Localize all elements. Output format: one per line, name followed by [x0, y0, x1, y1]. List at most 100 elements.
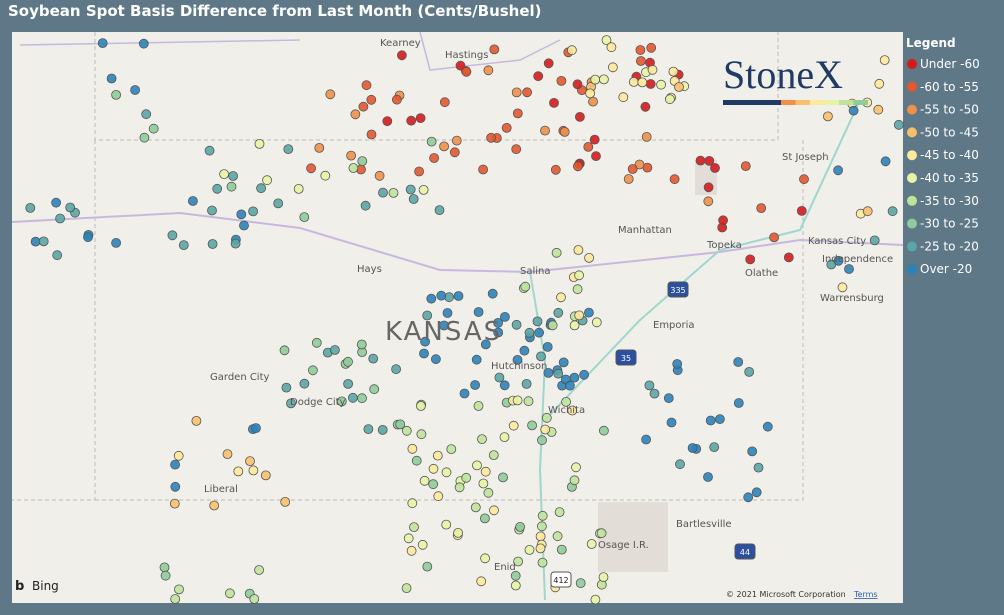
site-marker [280, 496, 291, 507]
terms-link[interactable]: Terms [853, 590, 878, 599]
place-label: Garden City [210, 372, 270, 383]
site-marker [762, 421, 773, 432]
site-marker [357, 393, 367, 404]
site-marker [552, 531, 563, 542]
site-marker [148, 123, 159, 134]
site-marker [418, 184, 429, 195]
site-marker [415, 401, 426, 411]
logo-stripe [781, 100, 796, 105]
site-marker [449, 147, 460, 158]
copyright: © 2021 Microsoft Corporation [726, 590, 846, 599]
site-marker [887, 206, 898, 217]
site-marker [306, 163, 317, 174]
site-marker [537, 510, 548, 521]
site-marker [744, 366, 755, 377]
site-marker [574, 310, 585, 321]
site-marker [733, 398, 744, 408]
place-label: Hutchinson [491, 361, 547, 372]
site-marker [511, 87, 522, 98]
site-marker [547, 320, 558, 331]
site-marker [524, 327, 535, 338]
site-marker [527, 420, 537, 431]
site-marker [419, 348, 429, 359]
site-marker [307, 365, 318, 376]
site-marker [837, 282, 848, 293]
site-marker [862, 206, 873, 217]
site-marker [222, 449, 233, 460]
state-label: KANSAS [385, 317, 502, 347]
site-marker [584, 252, 594, 263]
route-shield [550, 571, 572, 588]
site-marker [489, 44, 500, 55]
reservation [598, 502, 668, 572]
site-marker [169, 498, 180, 509]
site-marker [553, 368, 564, 379]
sites [25, 35, 904, 605]
site-marker [25, 202, 36, 213]
site-marker [590, 74, 601, 85]
site-marker [574, 270, 584, 281]
route-number: 335 [670, 286, 685, 295]
site-marker [553, 307, 564, 318]
site-marker [65, 202, 76, 213]
site-marker [245, 456, 255, 467]
site-marker [554, 507, 565, 517]
map-background [12, 32, 903, 603]
site-marker [601, 35, 612, 45]
site-marker [51, 197, 61, 208]
site-marker [769, 232, 779, 243]
site-marker [579, 369, 589, 380]
place-label: Dodge City [290, 397, 346, 408]
site-marker [833, 255, 844, 266]
route-number: 412 [553, 576, 568, 585]
site-marker [480, 339, 491, 350]
site-marker [55, 213, 65, 224]
site-marker [207, 205, 217, 216]
site-marker [649, 388, 660, 399]
site-marker [212, 183, 223, 194]
site-marker [747, 446, 758, 457]
site-marker [640, 101, 651, 112]
site-marker [478, 478, 489, 489]
site-marker [461, 66, 472, 77]
site-marker [623, 174, 634, 184]
site-marker [111, 90, 121, 100]
site-marker [740, 161, 751, 172]
site-marker [704, 155, 715, 166]
site-marker [472, 460, 482, 471]
site-marker [249, 594, 260, 604]
site-marker [273, 198, 284, 209]
logo-stripe [766, 100, 781, 105]
site-marker [348, 163, 359, 173]
site-marker [426, 136, 437, 147]
site-marker [524, 545, 535, 555]
site-marker [256, 183, 267, 194]
road [19, 31, 561, 71]
site-marker [130, 85, 141, 95]
site-marker [52, 250, 63, 261]
site-marker [556, 544, 567, 555]
site-marker [391, 94, 402, 105]
site-marker [572, 79, 583, 90]
legend-label: -50 to -45 [920, 125, 979, 139]
site-marker [248, 465, 259, 476]
site-marker [396, 50, 407, 61]
site-marker [488, 450, 499, 461]
route-shield [734, 543, 756, 560]
site-marker [260, 470, 271, 481]
site-marker [665, 94, 675, 105]
site-marker [532, 316, 543, 327]
site-marker [703, 196, 714, 207]
legend-label: -60 to -55 [920, 80, 979, 94]
route-number: 35 [621, 354, 631, 363]
site-marker [422, 561, 433, 572]
legend-label: -30 to -25 [920, 217, 979, 231]
site-marker [751, 487, 762, 498]
site-marker [224, 588, 235, 599]
logo-stripe [737, 100, 752, 105]
place-label: Hastings [445, 50, 488, 61]
site-marker [494, 372, 505, 383]
site-marker [635, 45, 646, 55]
site-marker [419, 475, 430, 486]
site-marker [540, 125, 550, 136]
